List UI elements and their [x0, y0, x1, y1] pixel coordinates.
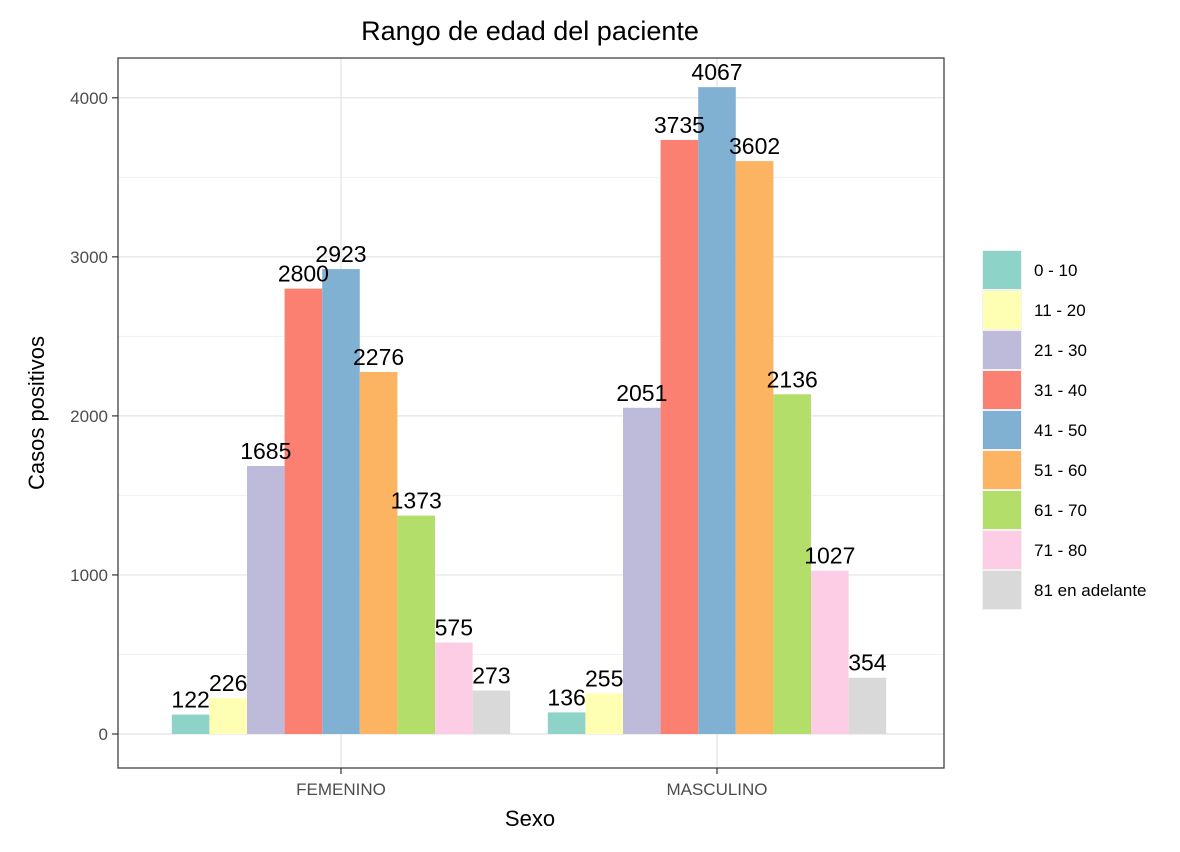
- bar: [585, 693, 623, 734]
- y-tick-label: 0: [99, 725, 108, 744]
- data-label: 273: [472, 663, 510, 689]
- data-label: 226: [209, 670, 247, 696]
- legend-label: 41 - 50: [1034, 421, 1087, 440]
- plot-panel-border: [117, 57, 945, 769]
- legend-swatch: [983, 531, 1021, 569]
- legend-label: 31 - 40: [1034, 381, 1087, 400]
- legend-label: 81 en adelante: [1034, 581, 1147, 600]
- data-label: 3735: [654, 112, 705, 138]
- data-label: 2923: [315, 241, 366, 267]
- bar: [435, 642, 473, 734]
- legend-swatch: [983, 491, 1021, 529]
- y-tick-label: 1000: [70, 566, 108, 585]
- legend-label: 71 - 80: [1034, 541, 1087, 560]
- data-label: 2800: [278, 261, 329, 287]
- y-tick-label: 3000: [70, 248, 108, 267]
- bar: [322, 269, 360, 734]
- legend-label: 11 - 20: [1034, 301, 1086, 320]
- bar: [848, 677, 887, 734]
- data-label: 1027: [804, 543, 855, 569]
- bar: [209, 698, 247, 734]
- data-label: 2051: [616, 380, 667, 406]
- data-label: 3602: [729, 133, 780, 159]
- legend-swatch: [983, 411, 1021, 449]
- legend-label: 21 - 30: [1034, 341, 1087, 360]
- y-axis: 0 1000 2000 3000 4000: [70, 89, 118, 744]
- bar: [171, 714, 210, 734]
- bar: [397, 515, 435, 734]
- bar: [247, 466, 285, 734]
- legend-label: 61 - 70: [1034, 501, 1087, 520]
- bar: [773, 394, 811, 734]
- data-label: 575: [435, 615, 473, 641]
- legend-swatch: [983, 371, 1021, 409]
- bar: [811, 570, 849, 734]
- data-label: 2136: [767, 366, 818, 392]
- x-tick-label: MASCULINO: [666, 780, 767, 799]
- bar: [735, 161, 774, 734]
- y-tick-label: 4000: [70, 89, 108, 108]
- bar: [623, 407, 661, 734]
- x-axis: FEMENINO MASCULINO: [296, 768, 768, 799]
- legend-label: 0 - 10: [1034, 261, 1077, 280]
- legend: 0 - 10 11 - 20 21 - 30 31 - 40 41 - 50 51 - 6…: [982, 250, 1147, 610]
- legend-swatch: [983, 571, 1021, 609]
- x-axis-title: Sexo: [505, 806, 555, 831]
- legend-swatch: [983, 291, 1021, 329]
- data-label: 1373: [391, 488, 442, 514]
- bars: [171, 87, 887, 735]
- data-label: 136: [547, 684, 585, 710]
- data-label: 354: [848, 650, 887, 676]
- bar: [547, 712, 586, 734]
- legend-label: 51 - 60: [1034, 461, 1087, 480]
- x-tick-label: FEMENINO: [296, 780, 386, 799]
- data-label: 122: [171, 687, 209, 713]
- bar: [472, 690, 511, 734]
- legend-swatch: [983, 251, 1021, 289]
- legend-swatch: [983, 331, 1021, 369]
- bar: [660, 139, 699, 735]
- bar: [284, 288, 323, 734]
- legend-swatch: [983, 451, 1021, 489]
- data-label: 2276: [353, 344, 404, 370]
- data-label: 4067: [691, 59, 742, 85]
- y-tick-label: 2000: [70, 407, 108, 426]
- data-label: 1685: [240, 438, 291, 464]
- chart-title: Rango de edad del paciente: [361, 16, 699, 46]
- bar: [359, 372, 398, 734]
- y-axis-title: Casos positivos: [24, 336, 49, 490]
- bar: [698, 87, 736, 734]
- data-label: 255: [585, 665, 623, 691]
